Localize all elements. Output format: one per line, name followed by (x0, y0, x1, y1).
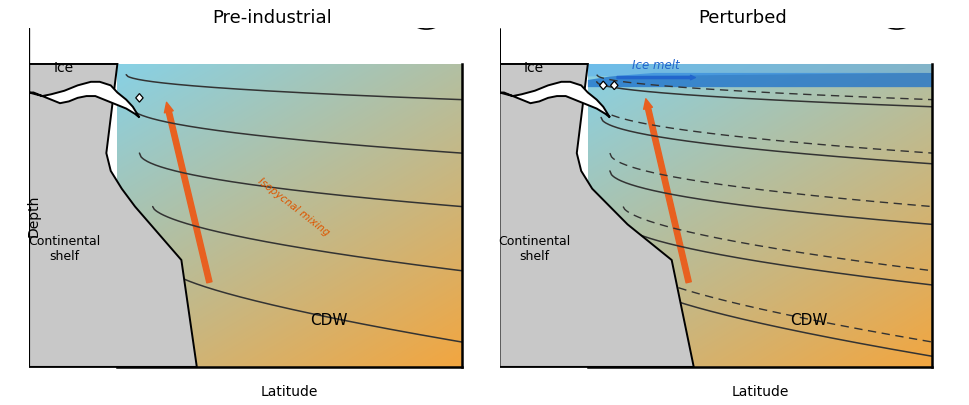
Polygon shape (587, 73, 931, 87)
Text: Ice melt: Ice melt (632, 59, 679, 72)
Text: CDW: CDW (310, 313, 348, 328)
Text: Perturbed: Perturbed (698, 9, 786, 27)
Text: Continental
shelf: Continental shelf (28, 235, 101, 263)
Text: Depth: Depth (26, 194, 41, 237)
Text: Continental
shelf: Continental shelf (498, 235, 571, 263)
Polygon shape (29, 64, 197, 367)
Text: Ice: Ice (523, 61, 544, 75)
Text: Pre-industrial: Pre-industrial (212, 9, 331, 27)
Text: Ice: Ice (53, 61, 74, 75)
Polygon shape (499, 64, 693, 367)
Text: CDW: CDW (789, 313, 827, 328)
Polygon shape (599, 81, 607, 90)
Text: Isopycnal mixing: Isopycnal mixing (256, 176, 331, 237)
Polygon shape (136, 94, 143, 102)
Text: Latitude: Latitude (261, 385, 318, 399)
Polygon shape (29, 28, 140, 117)
Polygon shape (610, 81, 617, 90)
Text: Latitude: Latitude (731, 385, 788, 399)
Polygon shape (587, 64, 931, 77)
Polygon shape (499, 28, 610, 117)
